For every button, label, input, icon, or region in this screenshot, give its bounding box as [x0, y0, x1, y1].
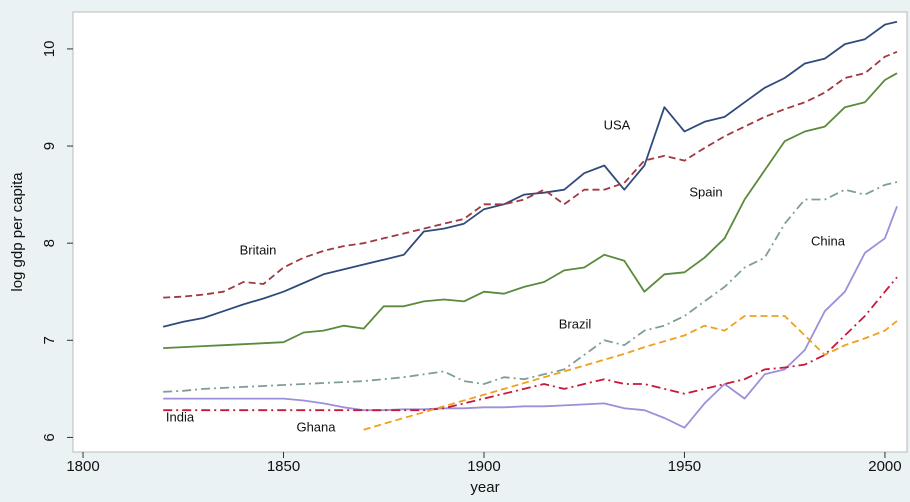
- x-tick-label: 1900: [467, 458, 500, 475]
- series-line: [163, 50, 898, 299]
- series-label: Britain: [240, 242, 277, 257]
- series-label: Ghana: [296, 419, 336, 434]
- y-tick-label: 10: [41, 41, 58, 58]
- series-label: USA: [604, 117, 631, 132]
- series-line: [163, 276, 898, 412]
- series-label: India: [166, 409, 195, 424]
- plot-area: [72, 11, 908, 453]
- x-tick-label: 1800: [66, 458, 99, 475]
- series-label: Spain: [689, 184, 722, 199]
- x-axis-label: year: [470, 479, 499, 496]
- y-axis-label: log gdp per capita: [9, 172, 26, 292]
- y-tick-label: 8: [41, 239, 58, 247]
- y-tick-label: 7: [41, 336, 58, 344]
- series-line: [163, 181, 898, 393]
- series-label: Brazil: [559, 316, 592, 331]
- series-line: [163, 205, 898, 429]
- series-line: [363, 315, 898, 431]
- series-line: [163, 72, 898, 349]
- x-tick-label: 1950: [668, 458, 701, 475]
- y-tick-label: 6: [41, 433, 58, 441]
- y-tick-label: 9: [41, 142, 58, 150]
- series-label: China: [811, 233, 846, 248]
- x-tick-label: 2000: [868, 458, 901, 475]
- series-line: [162, 20, 898, 328]
- x-tick-label: 1850: [267, 458, 300, 475]
